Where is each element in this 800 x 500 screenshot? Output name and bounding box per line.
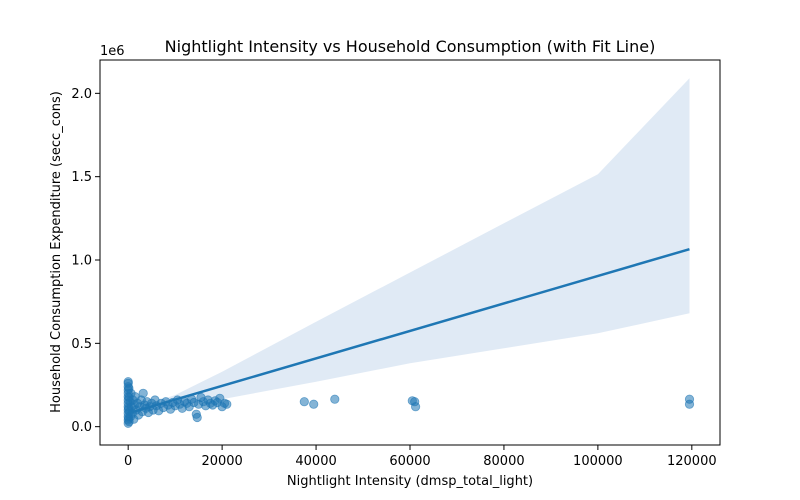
chart-title: Nightlight Intensity vs Household Consum… [165,37,656,56]
plot-area [123,78,695,428]
scatter-point [410,402,421,412]
x-tick-label: 80000 [483,454,524,469]
confidence-band [128,78,690,415]
x-axis-label: Nightlight Intensity (dmsp_total_light) [287,474,533,489]
y-tick-label: 2.0 [71,87,92,102]
scatter-point [309,399,319,409]
fit-line [127,247,690,415]
scatter-point [299,397,309,407]
scatter-point [192,412,202,423]
y-tick-label: 1.5 [71,170,92,185]
x-tick-label: 0 [124,454,132,469]
y-offset-label: 1e6 [100,44,125,59]
scatter-point [330,394,340,404]
scatter-point [138,388,148,398]
y-tick-label: 0.5 [71,337,92,352]
scatter-point [684,399,695,409]
x-tick-label: 20000 [201,454,242,469]
x-tick-label: 120000 [667,454,717,469]
x-axis: 0 20000 40000 60000 80000 100000 120000 [124,445,717,469]
x-tick-label: 100000 [573,454,623,469]
y-axis-label: Household Consumption Expenditure (secc_… [49,91,64,413]
y-tick-label: 1.0 [71,254,92,269]
y-tick-label: 0.0 [71,420,92,435]
scatter-point [222,399,232,409]
x-tick-label: 60000 [389,454,430,469]
x-tick-label: 40000 [295,454,336,469]
y-axis: 0.0 0.5 1.0 1.5 2.0 [71,87,100,435]
